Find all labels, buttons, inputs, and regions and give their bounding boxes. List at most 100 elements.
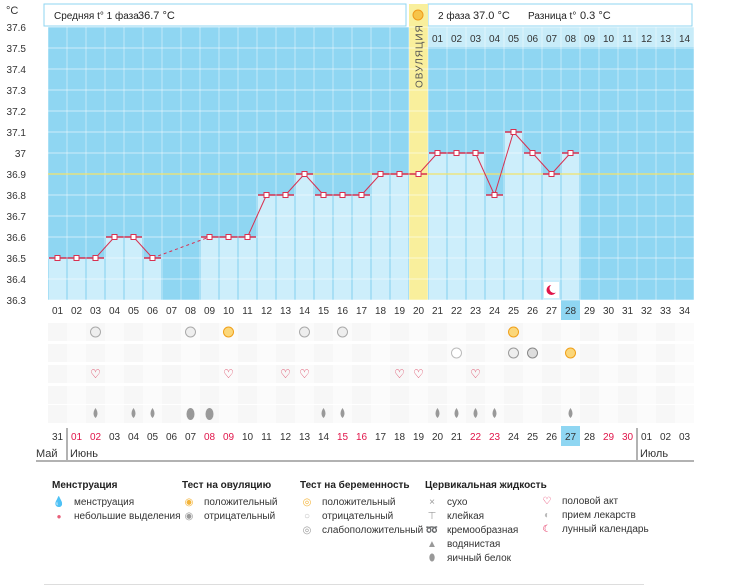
temperature-line-segment (95, 236, 115, 259)
ovulation-negative-icon (337, 326, 348, 338)
date-label: 01 (641, 432, 653, 443)
temperature-point[interactable] (301, 171, 308, 177)
temperature-line-segment (247, 194, 267, 238)
marker-cell (200, 323, 219, 341)
date-label: 15 (337, 432, 349, 443)
temperature-line-segment (133, 236, 153, 259)
marker-cell (428, 344, 447, 362)
heart-icon: ♡ (90, 367, 101, 381)
marker-cell (48, 386, 67, 404)
marker-cell (352, 365, 371, 383)
marker-cell (257, 365, 276, 383)
temperature-point[interactable] (111, 234, 118, 240)
marker-cell (599, 405, 618, 423)
heart-icon: ♡ (280, 367, 291, 381)
date-label: 23 (489, 432, 501, 443)
date-label: 13 (299, 432, 311, 443)
temperature-point[interactable] (377, 171, 384, 177)
phase2-label: 2 фаза (438, 10, 471, 22)
marker-cell (219, 344, 238, 362)
ovulation-positive-icon (508, 326, 519, 338)
marker-cell (352, 323, 371, 341)
diff-label: Разница t° (528, 11, 576, 22)
date-label: 07 (185, 432, 197, 443)
marker-cell (124, 386, 143, 404)
diff-value: 0.3 °C (580, 10, 611, 22)
temperature-line-segment (494, 131, 514, 196)
temperature-point[interactable] (548, 171, 555, 177)
temperature-point[interactable] (510, 129, 517, 135)
temperature-point[interactable] (244, 234, 251, 240)
creamy-icon: ➿ (425, 524, 439, 536)
phase2-day-label: 12 (641, 34, 653, 45)
date-label: 01 (71, 432, 83, 443)
phase2-day-label: 05 (508, 34, 520, 45)
temperature-point[interactable] (567, 150, 574, 156)
marker-cell (561, 365, 580, 383)
marker-cell (352, 386, 371, 404)
ovulation-positive-icon (223, 326, 234, 338)
temperature-point[interactable] (73, 255, 80, 261)
temperature-point[interactable] (396, 171, 403, 177)
legend-ovulation-test: Тест на овуляцию ◉ положительный ◉ отрицат… (182, 480, 277, 523)
temperature-point[interactable] (320, 192, 327, 198)
marker-cell (276, 323, 295, 341)
y-tick-label: 36.9 (7, 170, 27, 181)
temperature-point[interactable] (415, 171, 422, 177)
temperature-point[interactable] (130, 234, 137, 240)
sticky-icon: ⊤ (427, 510, 437, 522)
pregnancy-weak-icon (527, 347, 538, 359)
temperature-point[interactable] (434, 150, 441, 156)
legend-title-cervical: Цервикальная жидкость (425, 480, 547, 491)
legend-item: отрицательный (322, 510, 394, 522)
temperature-point[interactable] (54, 255, 61, 261)
marker-cell (219, 405, 238, 423)
moon-cutout (549, 284, 559, 293)
marker-cell (143, 323, 162, 341)
marker-cell (580, 365, 599, 383)
temperature-point[interactable] (529, 150, 536, 156)
temperature-bar (220, 237, 237, 300)
marker-cell (238, 405, 257, 423)
temperature-point[interactable] (206, 234, 213, 240)
phase2-day-label: 01 (432, 34, 444, 45)
temperature-point[interactable] (339, 192, 346, 198)
temperature-point[interactable] (225, 234, 232, 240)
temperature-point[interactable] (491, 192, 498, 198)
marker-cell (485, 344, 504, 362)
date-label: 28 (584, 432, 596, 443)
marker-cell (409, 323, 428, 341)
marker-cell (466, 323, 485, 341)
marker-cell (580, 323, 599, 341)
marker-cell (618, 386, 637, 404)
temperature-line-segment (304, 173, 324, 196)
temperature-bar (467, 153, 484, 300)
legend-item: яичный белок (447, 552, 512, 564)
temperature-point[interactable] (149, 255, 156, 261)
heart-icon: ♡ (299, 367, 310, 381)
temperature-line-segment (418, 152, 438, 175)
cycle-day-label: 01 (52, 306, 64, 317)
temperature-point[interactable] (263, 192, 270, 198)
date-label: 24 (508, 432, 520, 443)
marker-cell (333, 386, 352, 404)
marker-cell (371, 405, 390, 423)
temperature-point[interactable] (282, 192, 289, 198)
cycle-day-label: 31 (622, 306, 634, 317)
cycle-day-label: 19 (394, 306, 406, 317)
temperature-point[interactable] (92, 255, 99, 261)
pill-icon: ◐ (543, 509, 551, 521)
cycle-day-label: 08 (185, 306, 197, 317)
ovulation-positive-icon: ◉ (184, 496, 194, 508)
cycle-day-label: 27 (546, 306, 558, 317)
temperature-point[interactable] (453, 150, 460, 156)
marker-cell (143, 386, 162, 404)
legend-item: водянистая (447, 538, 501, 550)
marker-cell (200, 365, 219, 383)
temperature-point[interactable] (472, 150, 479, 156)
temperature-bar (106, 237, 123, 300)
marker-cell (675, 323, 694, 341)
temperature-point[interactable] (358, 192, 365, 198)
legend-item: менструация (74, 496, 135, 508)
watery-icon (93, 408, 98, 418)
